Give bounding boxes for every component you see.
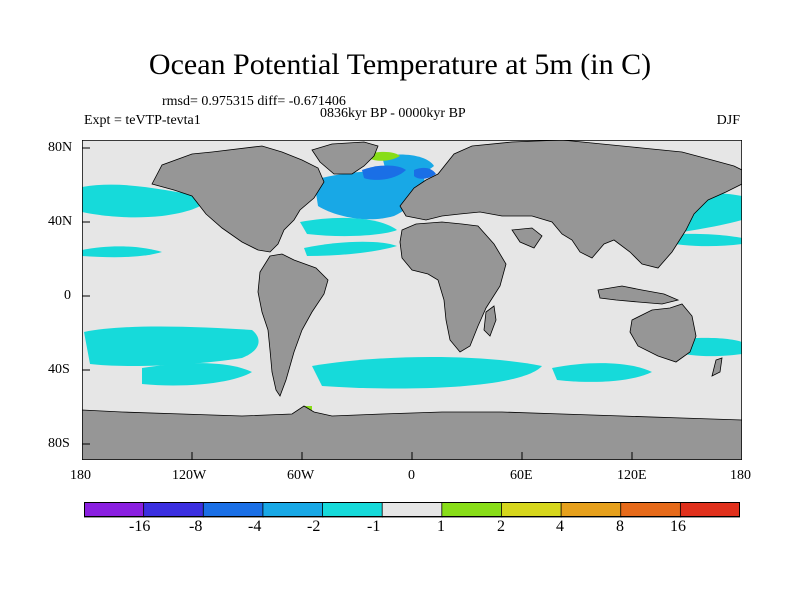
land-north-america (151, 145, 325, 253)
colorbar-label: 8 (616, 518, 624, 535)
land-antarctica (82, 405, 742, 460)
cyan-patch-spacific-south (142, 363, 252, 386)
blue-patch-iceland (362, 165, 406, 180)
experiment-label: Expt = teVTP-tevta1 (84, 113, 201, 128)
colorbar-box (620, 502, 682, 518)
cyan-patch-spacific (84, 326, 259, 366)
colorbar-box (560, 502, 622, 518)
season-label: DJF (716, 113, 740, 128)
colorbar-box (679, 502, 740, 518)
blue-patch-norway (414, 167, 436, 179)
x-tick-label-120e: 120E (617, 468, 647, 483)
x-tick-label-60w: 60W (287, 468, 315, 483)
cyan-patch-npacific (82, 184, 205, 218)
y-tick-marks (82, 147, 90, 445)
y-tick-label-40n: 40N (48, 214, 73, 229)
y-tick-label-40s: 40S (48, 362, 70, 377)
colorbar-label: -1 (367, 518, 381, 535)
colorbar-label: 2 (497, 518, 505, 535)
colorbar-box (501, 502, 562, 518)
map-plot (82, 140, 742, 460)
x-tick-label-120w: 120W (172, 468, 207, 483)
cyan-patch-epacific (82, 246, 162, 258)
cyan-patch-satlantic (312, 357, 542, 389)
x-tick-label-60e: 60E (510, 468, 533, 483)
y-tick-label-80s: 80S (48, 436, 70, 451)
colorbar-label: 16 (670, 518, 686, 535)
stats-text: rmsd= 0.975315 diff= -0.671406 (162, 94, 346, 109)
colorbar-box (84, 502, 145, 518)
lightblue-patch-natlantic (314, 171, 425, 220)
colorbar-label: -8 (189, 518, 203, 535)
x-tick-label-180e: 180 (730, 468, 751, 483)
land-masses (82, 140, 742, 460)
colorbar-box (143, 502, 205, 518)
colorbar-box (381, 502, 443, 518)
colorbar-label: -2 (307, 518, 321, 535)
colorbar (84, 502, 740, 518)
colorbar-box (322, 502, 384, 518)
colorbar-label: 4 (556, 518, 564, 535)
colorbar-label: -16 (129, 518, 151, 535)
x-tick-marks (82, 452, 742, 460)
land-australia (629, 303, 697, 363)
land-greenland (311, 141, 379, 175)
cyan-patch-natlantic (300, 217, 397, 237)
land-arabia (511, 227, 543, 249)
colorbar-box (262, 502, 324, 518)
chart-title: Ocean Potential Temperature at 5m (in C) (148, 48, 652, 81)
green-patch-greenland-sea (368, 151, 400, 161)
land-indonesia (597, 285, 680, 305)
land-new-zealand (711, 357, 723, 377)
y-tick-label-0: 0 (64, 288, 71, 303)
colorbar-label: -4 (248, 518, 262, 535)
period-text: 0836kyr BP - 0000kyr BP (320, 106, 466, 121)
land-eurasia (399, 140, 742, 269)
land-madagascar (483, 305, 497, 337)
colorbar-label: 1 (437, 518, 445, 535)
land-south-america (257, 253, 329, 397)
y-tick-label-80n: 80N (48, 140, 73, 155)
cyan-patch-sindian (552, 363, 652, 382)
colorbar-box (202, 502, 264, 518)
colorbar-box (441, 502, 503, 518)
x-tick-label-180w: 180 (70, 468, 91, 483)
cyan-patch-tropatlantic (304, 241, 397, 256)
land-africa (399, 221, 507, 353)
x-tick-label-0: 0 (408, 468, 415, 483)
